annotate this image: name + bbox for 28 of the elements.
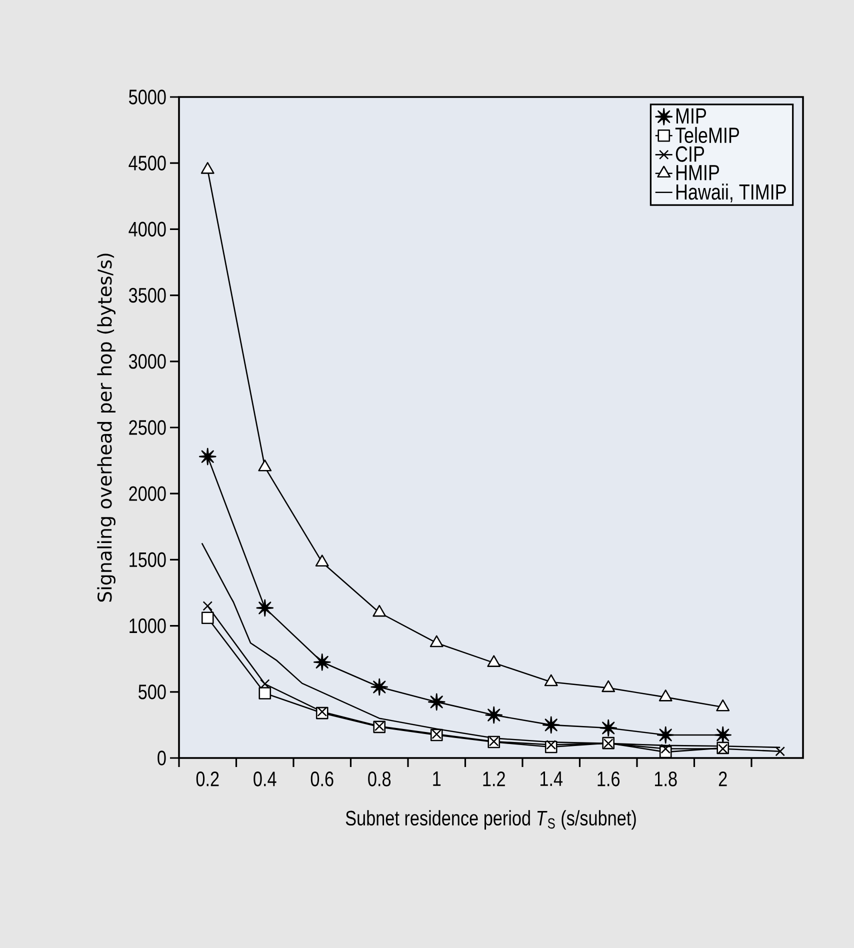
x-tick-label: 1 [433, 772, 441, 786]
x-tick-label: 0.2 [196, 772, 219, 786]
x-axis-title: Subnet residence period T$_{S}$ (s/subnet) [346, 810, 636, 830]
y-tick-label: 500 [138, 684, 166, 700]
x-tick-label: 1.4 [540, 772, 563, 786]
y-tick-label: 3500 [128, 288, 166, 303]
x-tick-label: 0.8 [368, 772, 391, 786]
y-tick-label: 4000 [128, 222, 166, 237]
x-tick-label: 2 [718, 772, 727, 786]
legend-label: MIP [676, 108, 706, 124]
y-tick-label: 0 [158, 750, 166, 766]
legend-label: HMIP [676, 165, 719, 180]
y-tick-label: 2000 [129, 486, 166, 501]
y-tick-label: 1500 [130, 552, 166, 568]
x-tick-label: 1.8 [655, 772, 677, 786]
legend-label: CIP [676, 146, 704, 162]
y-tick-label: 1000 [130, 618, 166, 634]
y-tick-label: 2500 [129, 420, 166, 435]
y-tick-label: 4500 [128, 156, 166, 170]
y-tick-label: 5000 [129, 90, 166, 104]
y-tick-label: 3000 [128, 354, 166, 369]
x-tick-label: 0.4 [254, 772, 276, 786]
y-axis-title: Signaling overhead per hop (bytes/s) [97, 254, 116, 602]
x-tick-label: 1.2 [483, 772, 505, 786]
legend-label: Hawaii, TIMIP [676, 184, 786, 202]
legend-label: TeleMIP [675, 126, 739, 144]
x-tick-label: 0.6 [310, 772, 334, 786]
x-tick-label: 1.6 [598, 772, 620, 786]
